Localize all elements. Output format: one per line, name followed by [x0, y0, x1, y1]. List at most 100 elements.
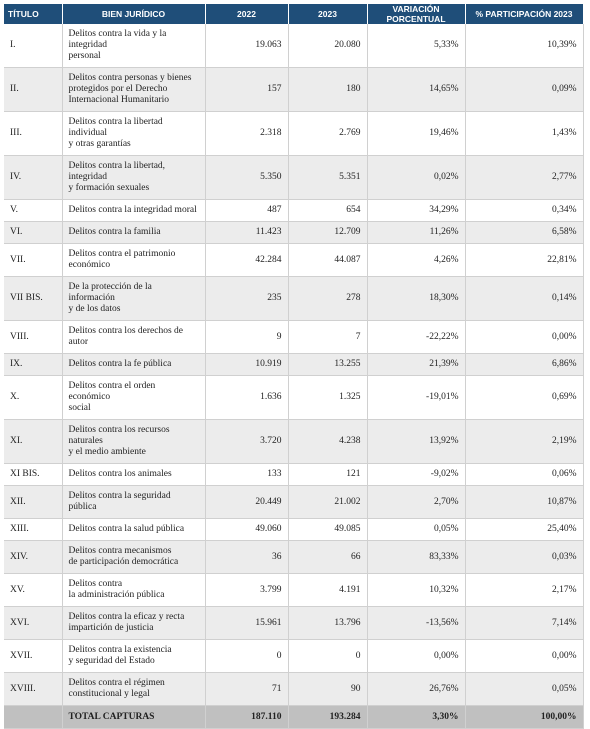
table-row: XIV. Delitos contra mecanismos de partici… — [4, 540, 584, 574]
table-cell: 278 — [288, 276, 368, 321]
table-cell: XVI. — [4, 606, 63, 640]
table-cell: -13,56% — [367, 606, 466, 640]
table-cell: 180 — [288, 67, 368, 112]
table-cell: XII. — [4, 485, 63, 519]
table-cell: 20.080 — [288, 24, 368, 68]
table-cell: 10.919 — [205, 353, 289, 376]
table-cell: Delitos contra la existencia y seguridad… — [62, 639, 206, 673]
table-cell: 21,39% — [367, 353, 466, 376]
total-row: TOTAL CAPTURAS 187.110 193.284 3,30% 100,00% — [4, 705, 584, 729]
table-cell: 71 — [205, 672, 289, 706]
table-cell: 7,14% — [465, 606, 584, 640]
header-cell: BIEN JURÍDICO — [62, 4, 206, 24]
table-cell: 10,39% — [465, 24, 584, 68]
table-cell: XI BIS. — [4, 463, 63, 486]
table-cell: 2,17% — [465, 573, 584, 607]
table-cell: 49.060 — [205, 518, 289, 541]
table-cell: 14,65% — [367, 67, 466, 112]
table-row: I. Delitos contra la vida y la integridad… — [4, 24, 584, 68]
header-cell: TÍTULO — [4, 4, 63, 24]
table-cell: Delitos contra la fe pública — [62, 353, 206, 376]
table-row: VII. Delitos contra el patrimonio económi… — [4, 243, 584, 277]
table-cell: 0,34% — [465, 199, 584, 222]
table-cell: 0,06% — [465, 463, 584, 486]
table-cell: 66 — [288, 540, 368, 574]
table-cell: 487 — [205, 199, 289, 222]
table-cell: 2.769 — [288, 111, 368, 156]
table-cell: 0,03% — [465, 540, 584, 574]
table-cell: 49.085 — [288, 518, 368, 541]
table-cell: 12.709 — [288, 221, 368, 244]
table-row: IV. Delitos contra la libertad, integrida… — [4, 155, 584, 200]
table-cell: 0,69% — [465, 375, 584, 420]
table-cell: Delitos contra mecanismos de participaci… — [62, 540, 206, 574]
table-cell: 44.087 — [288, 243, 368, 277]
table-cell: IX. — [4, 353, 63, 376]
table-cell: Delitos contra el orden económico social — [62, 375, 206, 420]
table-cell: XIV. — [4, 540, 63, 574]
table-cell: Delitos contra la libertad individual y … — [62, 111, 206, 156]
table-cell: 0 — [205, 639, 289, 673]
table-cell: 0 — [288, 639, 368, 673]
table-row: III. Delitos contra la libertad individua… — [4, 111, 584, 156]
table-row: XVIII. Delitos contra el régimen constitu… — [4, 672, 584, 706]
table-cell: 0,00% — [465, 320, 584, 354]
table-cell: Delitos contra los recursos naturales y … — [62, 419, 206, 464]
table-cell: IV. — [4, 155, 63, 200]
table-cell: 13.796 — [288, 606, 368, 640]
table-cell: 157 — [205, 67, 289, 112]
table-row: V. Delitos contra la integridad moral 487 6… — [4, 199, 584, 222]
table-cell: 4.238 — [288, 419, 368, 464]
table-cell: 133 — [205, 463, 289, 486]
table-row: XVI. Delitos contra la eficaz y recta imp… — [4, 606, 584, 640]
table-cell: 6,86% — [465, 353, 584, 376]
table-cell: 4,26% — [367, 243, 466, 277]
table-cell: 3.799 — [205, 573, 289, 607]
table-cell: 18,30% — [367, 276, 466, 321]
table-cell: 15.961 — [205, 606, 289, 640]
table-row: XV. Delitos contra la administración públ… — [4, 573, 584, 607]
table-cell: Delitos contra la seguridad pública — [62, 485, 206, 519]
table-cell: 19,46% — [367, 111, 466, 156]
table-cell: 2,19% — [465, 419, 584, 464]
table-cell: 4.191 — [288, 573, 368, 607]
table-cell: 25,40% — [465, 518, 584, 541]
table-cell: Delitos contra la integridad moral — [62, 199, 206, 222]
table-row: IX. Delitos contra la fe pública 10.919 13.… — [4, 353, 584, 376]
table-cell: 0,00% — [465, 639, 584, 673]
table-cell: VI. — [4, 221, 63, 244]
table-cell: Delitos contra los animales — [62, 463, 206, 486]
table-row: XII. Delitos contra la seguridad pública 2… — [4, 485, 584, 519]
table-row: VII BIS. De la protección de la informaci… — [4, 276, 584, 321]
table-cell: 11,26% — [367, 221, 466, 244]
table-cell: III. — [4, 111, 63, 156]
table-cell: XV. — [4, 573, 63, 607]
total-cell: 193.284 — [288, 705, 368, 729]
table-row: XI BIS. Delitos contra los animales 133 121… — [4, 463, 584, 486]
header-cell: % PARTICIPACIÓN 2023 — [465, 4, 584, 24]
table-row: VIII. Delitos contra los derechos de auto… — [4, 320, 584, 354]
header-cell: 2022 — [205, 4, 289, 24]
table-cell: 654 — [288, 199, 368, 222]
table-row: II. Delitos contra personas y bienes prot… — [4, 67, 584, 112]
table-cell: 5,33% — [367, 24, 466, 68]
table-cell: -19,01% — [367, 375, 466, 420]
table-cell: 2.318 — [205, 111, 289, 156]
table-cell: 5.350 — [205, 155, 289, 200]
table-row: XIII. Delitos contra la salud pública 49.0… — [4, 518, 584, 541]
table-cell: V. — [4, 199, 63, 222]
table-cell: 6,58% — [465, 221, 584, 244]
table-cell: 21.002 — [288, 485, 368, 519]
table-cell: 42.284 — [205, 243, 289, 277]
table-cell: Delitos contra la administración pública — [62, 573, 206, 607]
table-cell: II. — [4, 67, 63, 112]
table-row: VI. Delitos contra la familia 11.423 12.709… — [4, 221, 584, 244]
table-cell: De la protección de la información y de … — [62, 276, 206, 321]
table-cell: VII. — [4, 243, 63, 277]
table-cell: Delitos contra la vida y la integridad p… — [62, 24, 206, 68]
table-cell: I. — [4, 24, 63, 68]
table-cell: XIII. — [4, 518, 63, 541]
table-cell: 0,05% — [367, 518, 466, 541]
table-cell: 0,00% — [367, 639, 466, 673]
table-cell: XVII. — [4, 639, 63, 673]
